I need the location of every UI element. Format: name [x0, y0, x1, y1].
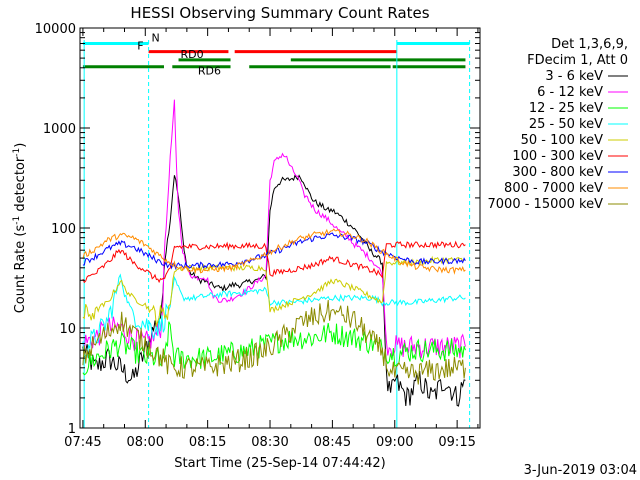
y-tick-label: 10 [59, 322, 76, 337]
x-tick-label: 07:45 [64, 435, 101, 450]
legend-label: 100 - 300 keV [512, 149, 603, 164]
y-axis-label: Count Rate (s-1 detector-1) [12, 143, 28, 314]
series-line-7 [82, 228, 466, 275]
flag-n-label: N [152, 31, 160, 44]
series-line-8 [82, 299, 466, 385]
legend-label: 3 - 6 keV [545, 69, 603, 84]
plot-frame [79, 27, 481, 429]
flag-bars: NF RD0 RD6 [82, 31, 470, 78]
legend-label: 12 - 25 keV [529, 101, 603, 116]
flag-rd6-label: RD6 [198, 65, 221, 78]
legend-header: Det 1,3,6,9, [551, 37, 628, 52]
legend-label: 300 - 800 keV [512, 165, 603, 180]
legend-label: 800 - 7000 keV [504, 181, 603, 196]
flag-vertical-lines [83, 40, 471, 428]
x-tick-label: 08:45 [314, 435, 351, 450]
legend-label: 6 - 12 keV [537, 85, 603, 100]
series-line-2 [82, 321, 466, 376]
legend-label: 7000 - 15000 keV [488, 197, 604, 212]
y-tick-label: 10000 [35, 22, 76, 37]
series-line-0 [82, 173, 466, 407]
series-lines [82, 99, 466, 407]
series-line-4 [82, 255, 466, 327]
footer-date: 3-Jun-2019 03:04 [524, 463, 637, 478]
series-line-3 [82, 273, 466, 359]
x-axis-label: Start Time (25-Sep-14 07:44:42) [174, 456, 385, 471]
y-tick-label: 1000 [43, 122, 76, 137]
x-tick-label: 09:00 [376, 435, 413, 450]
flag-rd0-label: RD0 [181, 48, 204, 61]
x-tick-label: 08:30 [251, 435, 288, 450]
y-tick-label: 100 [51, 222, 76, 237]
x-tick-label: 09:15 [438, 435, 475, 450]
x-tick-label: 08:00 [127, 435, 164, 450]
series-line-1 [82, 99, 466, 359]
legend-label: 50 - 100 keV [521, 133, 604, 148]
flag-f-label: F [137, 40, 143, 53]
axis-ticks: 07:45 08:00 08:15 08:30 08:45 09:00 09:15 1 10 10… [35, 22, 480, 450]
legend-header: FDecim 1, Att 0 [527, 53, 628, 68]
series-line-5 [82, 240, 466, 284]
chart-title: HESSI Observing Summary Count Rates [130, 4, 429, 22]
x-tick-label: 08:15 [189, 435, 226, 450]
legend-label: 25 - 50 keV [529, 117, 603, 132]
y-tick-label: 1 [68, 422, 76, 437]
